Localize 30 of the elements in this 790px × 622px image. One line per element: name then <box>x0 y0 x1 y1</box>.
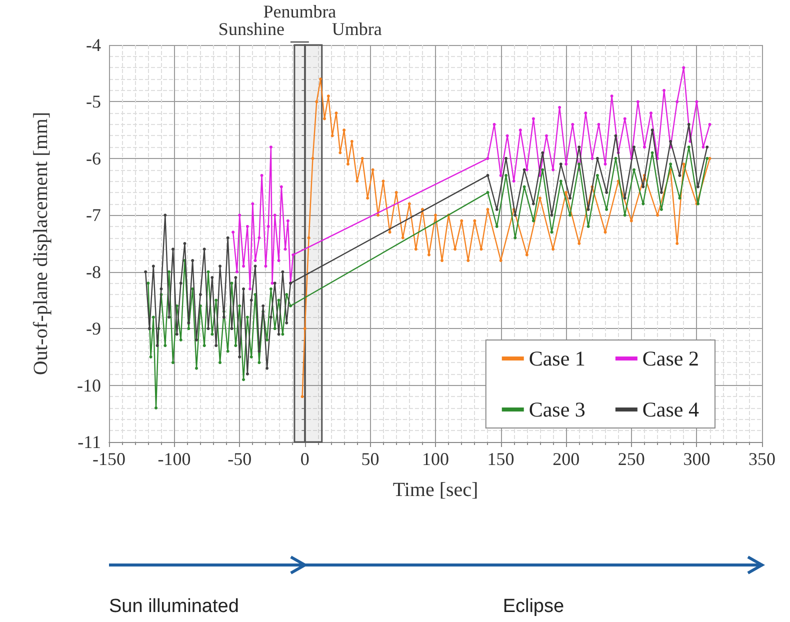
x-tick-label: -100 <box>158 449 191 469</box>
y-tick-label: -5 <box>86 92 101 112</box>
y-tick-label: -6 <box>86 148 101 168</box>
y-tick-label: -4 <box>86 35 101 55</box>
legend-label: Case 1 <box>528 346 586 370</box>
x-tick-label: 250 <box>618 449 645 469</box>
y-axis-title: Out-of-plane displacement [mm] <box>30 112 52 376</box>
y-tick-label: -11 <box>78 432 101 452</box>
text: Eclipse <box>502 596 564 617</box>
y-tick-label: -10 <box>77 375 101 396</box>
x-tick-label: 350 <box>748 449 776 469</box>
text: Sunshine <box>218 19 284 39</box>
y-tick-label: -9 <box>86 318 101 339</box>
text: Sun illuminated <box>109 596 239 617</box>
x-tick-label: 200 <box>552 449 580 469</box>
legend-label: Case 4 <box>642 398 700 422</box>
legend-label: Case 3 <box>528 398 586 422</box>
x-tick-label: 150 <box>487 449 514 469</box>
y-tick-label: -7 <box>86 205 101 226</box>
x-axis-title: Time [sec] <box>392 479 478 501</box>
y-tick-label: -8 <box>86 262 101 282</box>
x-tick-label: 300 <box>683 449 710 469</box>
x-tick-label: 100 <box>422 449 449 469</box>
x-tick-label: 0 <box>300 449 310 469</box>
text: Umbra <box>332 19 382 39</box>
band-label: Penumbra <box>263 1 336 22</box>
x-tick-label: -50 <box>228 449 252 469</box>
x-tick-label: -150 <box>92 449 126 469</box>
legend-label: Case 2 <box>642 346 700 370</box>
x-tick-label: 50 <box>361 449 380 469</box>
